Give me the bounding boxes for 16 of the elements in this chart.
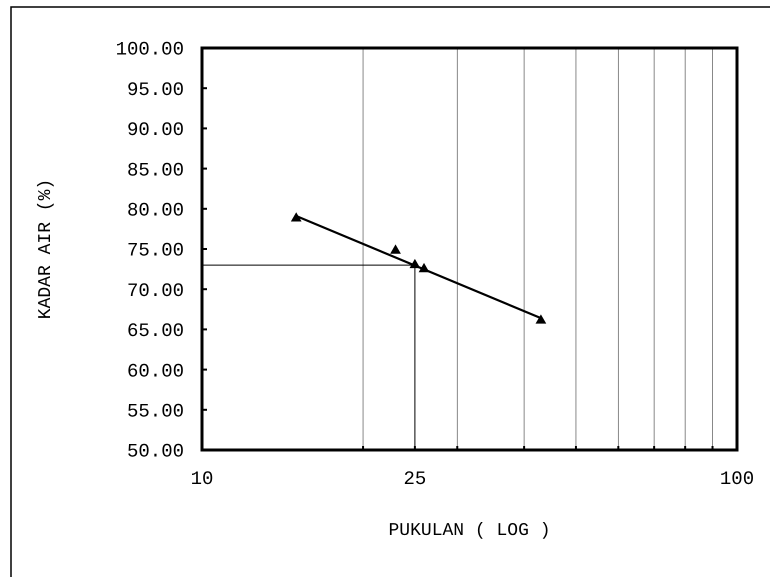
y-tick-label: 70.00 (126, 280, 184, 302)
y-tick-label: 55.00 (126, 400, 184, 422)
y-tick-label: 80.00 (126, 199, 184, 222)
y-tick-label: 65.00 (126, 320, 184, 342)
x-tick-label: 10 (190, 468, 214, 490)
y-tick-label: 50.00 (126, 440, 184, 463)
y-tick-label: 90.00 (126, 119, 184, 142)
y-tick-label: 75.00 (126, 240, 184, 262)
y-tick-label: 100.00 (116, 38, 184, 61)
y-tick-label: 85.00 (126, 159, 184, 182)
y-tick-label: 95.00 (126, 78, 184, 101)
x-tick-label: 25 (403, 468, 426, 490)
x-axis-title: PUKULAN ( LOG ) (388, 521, 551, 541)
y-tick-label: 60.00 (126, 360, 184, 382)
y-axis-title: KADAR AIR (%) (36, 178, 56, 320)
x-tick-label: 100 (720, 468, 754, 490)
